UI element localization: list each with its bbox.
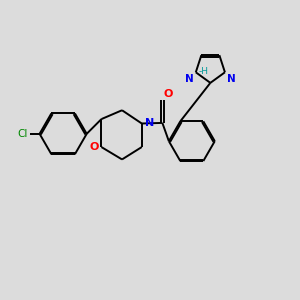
Text: O: O [89, 142, 98, 152]
Text: N: N [145, 118, 154, 128]
Text: -H: -H [199, 68, 209, 76]
Text: N: N [185, 74, 194, 84]
Text: O: O [164, 89, 173, 99]
Text: Cl: Cl [17, 129, 28, 139]
Text: N: N [227, 74, 236, 84]
